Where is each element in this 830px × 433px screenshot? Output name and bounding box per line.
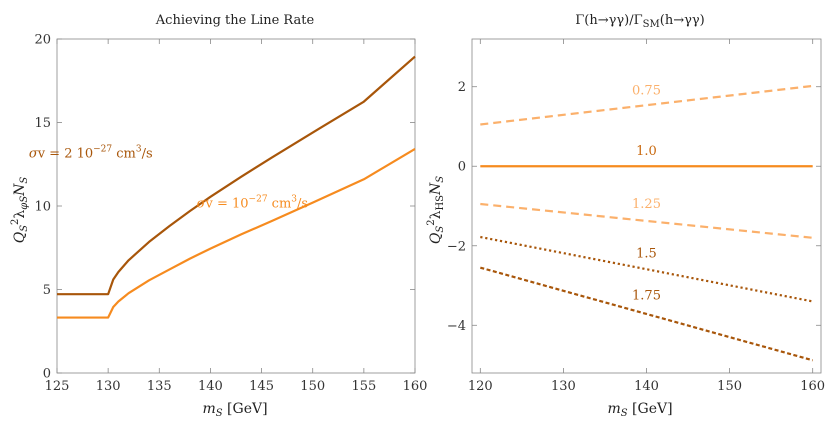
- x-tick-label: 130: [551, 379, 576, 394]
- y-tick-label: 0: [458, 160, 466, 175]
- y-tick-label: 15: [34, 116, 51, 131]
- y-tick-label: −2: [447, 239, 466, 254]
- x-tick-label: 145: [249, 379, 274, 394]
- left-chart: Achieving the Line Rate 125 130 135 140 145 1…: [10, 13, 427, 419]
- left-x-axis-label: mS [GeV]: [202, 401, 267, 419]
- right-chart: Γ(h→γγ)/ΓSM(h→γγ) 120 130 140 150 160 −4 −2 0 2 0…: [426, 13, 825, 419]
- left-y-axis-label: QS2λφSNS: [10, 177, 30, 244]
- series-annotation-3: 1.25: [632, 197, 661, 212]
- right-plot-area: 120 130 140 150 160 −4 −2 0 2 0.75 1.0 1.25 1.5 1.75: [447, 38, 825, 394]
- series-line-3: [480, 202, 813, 239]
- y-tick-label: 5: [43, 283, 51, 298]
- y-tick-label: 20: [34, 33, 51, 48]
- y-tick-label: 0: [43, 367, 51, 382]
- x-tick-label: 120: [468, 379, 493, 394]
- series-annotation-2: σv = 10−27 cm3/s: [197, 195, 308, 212]
- x-tick-label: 140: [634, 379, 659, 394]
- left-plot-area: 125 130 135 140 145 150 155 160 0 5 10 15 20 σv = 2 1…: [29, 33, 428, 395]
- x-tick-label: 125: [45, 379, 70, 394]
- y-tick-label: 2: [458, 80, 466, 95]
- series-line-2: [57, 147, 416, 319]
- series-line-1: [480, 84, 813, 126]
- x-tick-label: 135: [147, 379, 172, 394]
- y-tick-label: 10: [34, 200, 51, 215]
- series-annotation-4: 1.5: [636, 247, 657, 262]
- series-annotation-1: σv = 2 10−27 cm3/s: [29, 145, 153, 162]
- right-chart-title: Γ(h→γγ)/ΓSM(h→γγ): [575, 13, 704, 30]
- right-y-axis-label: QS2λHSNS: [426, 176, 446, 244]
- series-line-1: [57, 55, 416, 296]
- series-annotation-1: 0.75: [632, 84, 661, 99]
- left-chart-title: Achieving the Line Rate: [155, 13, 315, 28]
- series-line-5: [480, 266, 813, 362]
- series-line-4: [480, 235, 813, 303]
- x-tick-label: 150: [300, 379, 325, 394]
- y-tick-label: −4: [447, 319, 466, 334]
- series-annotation-5: 1.75: [632, 288, 661, 303]
- x-tick-label: 155: [351, 379, 376, 394]
- x-tick-label: 150: [717, 379, 742, 394]
- x-tick-label: 130: [96, 379, 121, 394]
- x-tick-label: 160: [800, 379, 825, 394]
- right-x-axis-label: mS [GeV]: [607, 401, 672, 419]
- x-tick-label: 160: [403, 379, 428, 394]
- x-tick-label: 140: [198, 379, 223, 394]
- series-annotation-2: 1.0: [636, 144, 657, 159]
